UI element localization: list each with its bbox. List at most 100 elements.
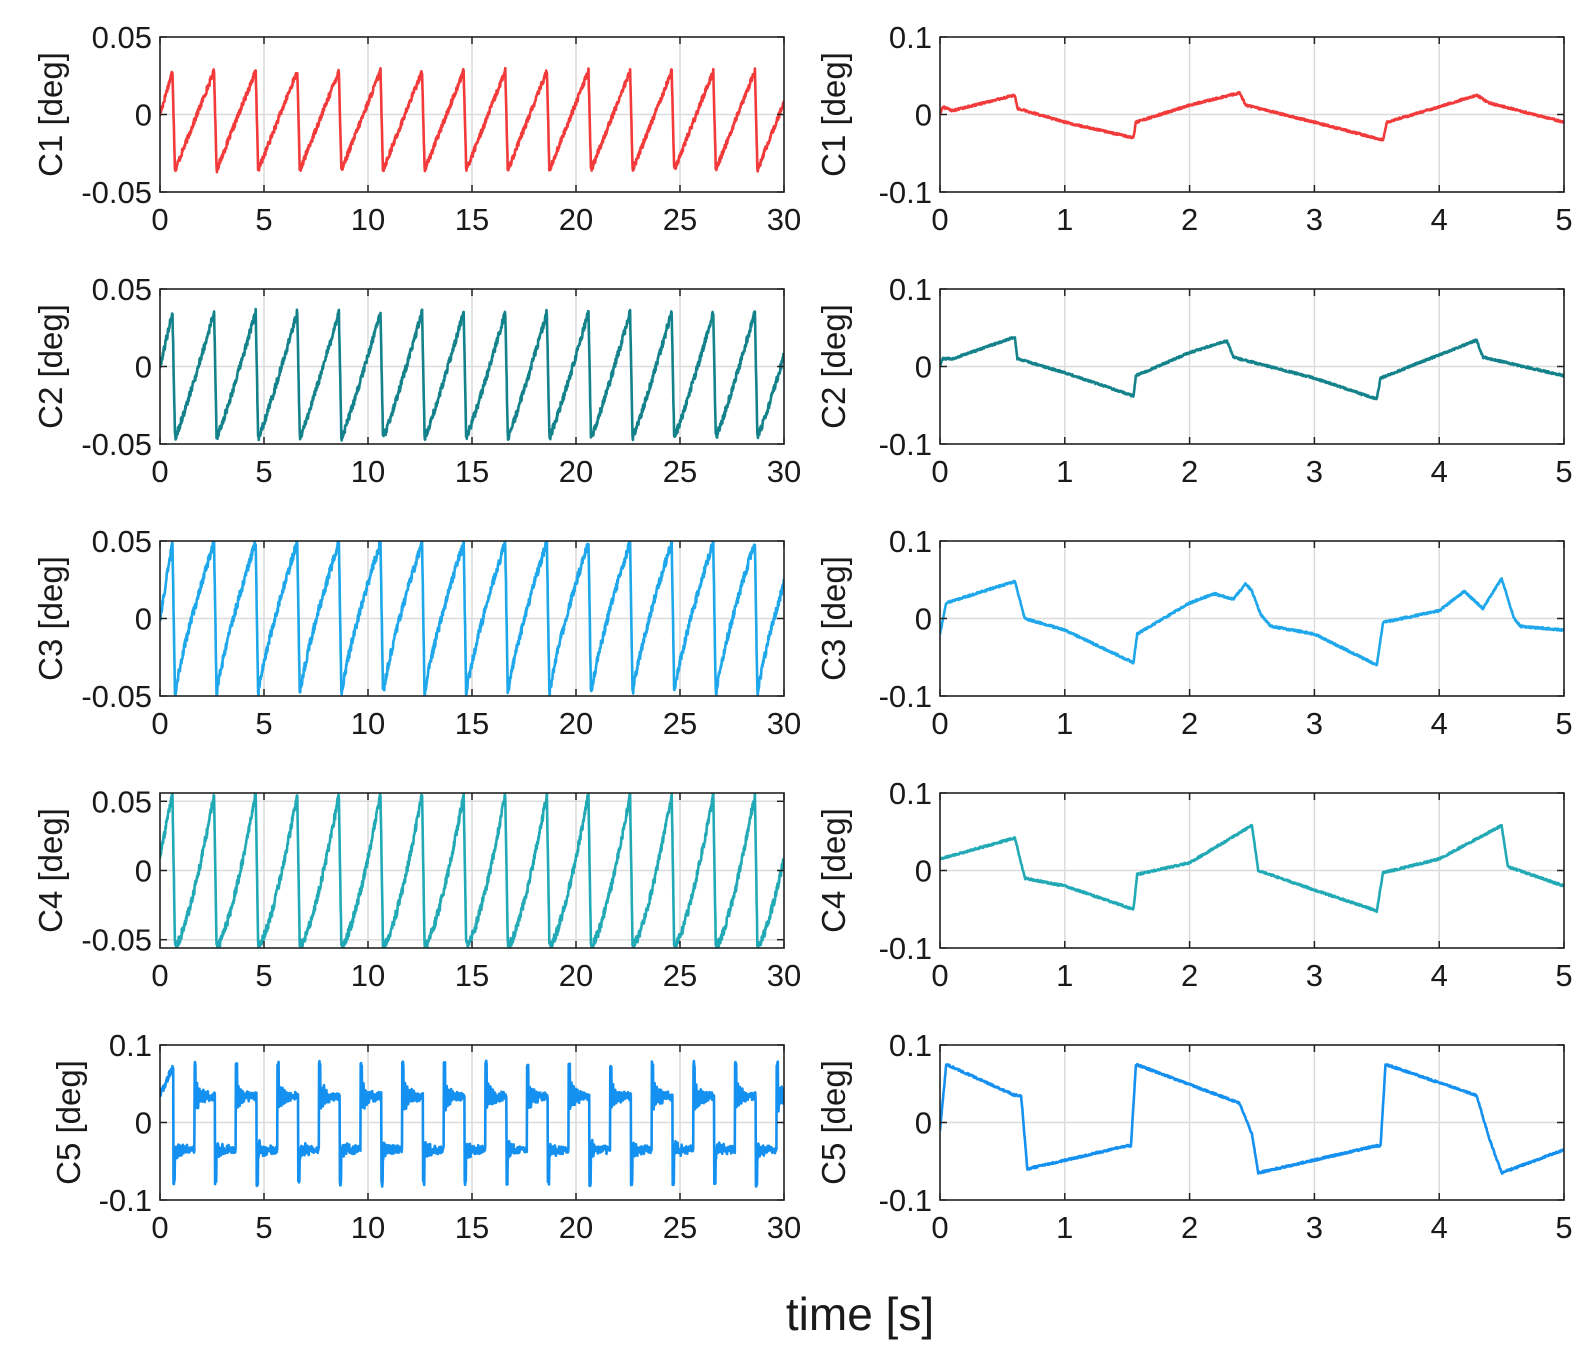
- panel-c3-zoom: 0 1 2 3 4 5-0.100.1C3 [deg]: [815, 524, 1573, 741]
- x-tick-label: 25: [663, 958, 697, 993]
- x-tick-label: 1: [1056, 202, 1073, 237]
- y-tick-label: 0.1: [889, 524, 932, 559]
- figure-xlabel: time [s]: [786, 1288, 934, 1340]
- y-tick-label: 0.1: [889, 1028, 932, 1063]
- y-axis-label: C4 [deg]: [32, 808, 69, 933]
- x-tick-label: 5: [1555, 706, 1572, 741]
- y-axis-label: C1 [deg]: [32, 52, 69, 177]
- x-tick-label: 3: [1306, 958, 1323, 993]
- y-tick-label: 0: [915, 1106, 932, 1141]
- y-tick-label: 0.1: [889, 20, 932, 55]
- y-tick-label: 0.05: [92, 784, 152, 819]
- series-line-c5: [940, 1062, 1564, 1175]
- x-tick-label: 1: [1056, 706, 1073, 741]
- y-axis-label: C5 [deg]: [815, 1060, 852, 1185]
- x-tick-label: 10: [351, 706, 385, 741]
- x-tick-label: 0: [151, 958, 168, 993]
- x-tick-label: 5: [1555, 202, 1572, 237]
- y-tick-label: 0: [135, 98, 152, 133]
- y-tick-label: -0.1: [879, 679, 932, 714]
- series-line-c3: [160, 541, 784, 696]
- x-tick-label: 10: [351, 454, 385, 489]
- x-tick-label: 25: [663, 454, 697, 489]
- x-tick-label: 4: [1431, 1210, 1448, 1245]
- y-tick-label: 0: [915, 602, 932, 637]
- panel-c4-zoom: 0 1 2 3 4 5-0.100.1C4 [deg]: [815, 776, 1573, 993]
- y-tick-label: -0.1: [99, 1183, 152, 1218]
- x-tick-label: 5: [255, 706, 272, 741]
- x-tick-label: 3: [1306, 454, 1323, 489]
- series-line-c4: [160, 793, 784, 948]
- x-tick-label: 20: [559, 958, 593, 993]
- x-tick-label: 5: [1555, 454, 1572, 489]
- y-tick-label: -0.1: [879, 175, 932, 210]
- x-tick-label: 4: [1431, 958, 1448, 993]
- x-tick-label: 0: [151, 454, 168, 489]
- y-tick-label: -0.1: [879, 931, 932, 966]
- y-tick-label: -0.05: [81, 679, 152, 714]
- y-tick-label: -0.1: [879, 1183, 932, 1218]
- y-axis-label: C1 [deg]: [815, 52, 852, 177]
- x-tick-label: 3: [1306, 202, 1323, 237]
- x-tick-label: 4: [1431, 706, 1448, 741]
- x-tick-label: 3: [1306, 706, 1323, 741]
- y-tick-label: 0: [915, 854, 932, 889]
- x-tick-label: 1: [1056, 958, 1073, 993]
- y-tick-label: -0.05: [81, 923, 152, 958]
- x-tick-label: 20: [559, 454, 593, 489]
- x-tick-label: 20: [559, 706, 593, 741]
- x-tick-label: 0: [931, 1210, 948, 1245]
- x-tick-label: 5: [1555, 1210, 1572, 1245]
- x-tick-label: 5: [255, 1210, 272, 1245]
- x-tick-label: 30: [767, 1210, 801, 1245]
- y-tick-label: 0: [915, 350, 932, 385]
- x-tick-label: 30: [767, 706, 801, 741]
- x-tick-label: 3: [1306, 1210, 1323, 1245]
- x-tick-label: 25: [663, 202, 697, 237]
- x-tick-label: 20: [559, 202, 593, 237]
- series-line-c4: [940, 823, 1564, 913]
- x-tick-label: 2: [1181, 454, 1198, 489]
- x-tick-label: 25: [663, 706, 697, 741]
- x-tick-label: 4: [1431, 454, 1448, 489]
- y-tick-label: 0: [135, 350, 152, 385]
- x-tick-label: 0: [151, 202, 168, 237]
- series-line-c1: [160, 66, 784, 174]
- x-tick-label: 2: [1181, 958, 1198, 993]
- x-tick-label: 2: [1181, 1210, 1198, 1245]
- x-tick-label: 1: [1056, 1210, 1073, 1245]
- x-tick-label: 4: [1431, 202, 1448, 237]
- y-tick-label: -0.05: [81, 427, 152, 462]
- y-axis-label: C5 [deg]: [50, 1060, 87, 1185]
- y-tick-label: 0.05: [92, 272, 152, 307]
- x-tick-label: 15: [455, 1210, 489, 1245]
- y-tick-label: 0.1: [889, 272, 932, 307]
- x-tick-label: 15: [455, 706, 489, 741]
- x-tick-label: 10: [351, 202, 385, 237]
- x-tick-label: 0: [151, 1210, 168, 1245]
- x-tick-label: 15: [455, 454, 489, 489]
- x-tick-label: 10: [351, 1210, 385, 1245]
- panel-c1-zoom: 0 1 2 3 4 5-0.100.1C1 [deg]: [815, 20, 1573, 237]
- x-tick-label: 0: [931, 202, 948, 237]
- panel-c5-zoom: 0 1 2 3 4 5-0.100.1C5 [deg]: [815, 1028, 1573, 1245]
- y-axis-label: C3 [deg]: [815, 556, 852, 681]
- x-tick-label: 5: [1555, 958, 1572, 993]
- y-tick-label: 0.1: [109, 1028, 152, 1063]
- x-tick-label: 30: [767, 454, 801, 489]
- x-tick-label: 0: [931, 454, 948, 489]
- y-axis-label: C3 [deg]: [32, 556, 69, 681]
- x-tick-label: 30: [767, 958, 801, 993]
- x-tick-label: 5: [255, 958, 272, 993]
- x-tick-label: 0: [931, 706, 948, 741]
- y-tick-label: 0: [135, 602, 152, 637]
- x-tick-label: 20: [559, 1210, 593, 1245]
- series-line-c3: [940, 577, 1564, 667]
- x-tick-label: 2: [1181, 706, 1198, 741]
- y-axis-label: C4 [deg]: [815, 808, 852, 933]
- y-tick-label: 0.05: [92, 20, 152, 55]
- series-line-c1: [940, 90, 1564, 142]
